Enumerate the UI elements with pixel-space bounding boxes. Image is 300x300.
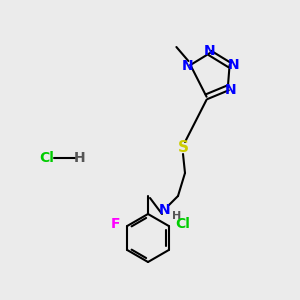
Text: Cl: Cl [40, 151, 54, 165]
Text: H: H [74, 151, 86, 165]
Text: S: S [178, 140, 188, 155]
Text: N: N [225, 83, 237, 97]
Text: H: H [172, 211, 182, 221]
Text: N: N [182, 59, 193, 73]
Text: N: N [228, 58, 239, 72]
Text: Cl: Cl [175, 217, 190, 231]
Text: F: F [110, 217, 120, 231]
Text: N: N [204, 44, 216, 58]
Text: N: N [159, 203, 171, 217]
